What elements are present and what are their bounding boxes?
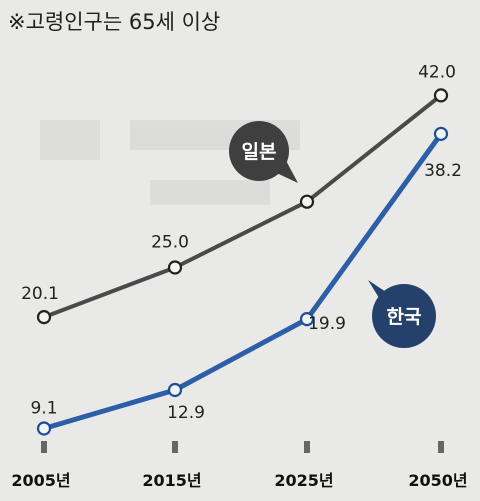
x-tick-label: 2005년 — [11, 471, 70, 490]
series-line-0 — [42, 93, 443, 320]
data-label: 25.0 — [151, 233, 189, 253]
x-axis-labels: 2005년 2015년 2025년 2050년 — [11, 471, 467, 490]
data-label: 42.0 — [418, 62, 456, 82]
data-point — [167, 382, 183, 398]
data-point — [433, 88, 449, 103]
data-label: 38.2 — [424, 161, 462, 181]
korea-bubble: 한국 — [368, 280, 436, 348]
x-tick — [304, 441, 310, 453]
bubble-body — [372, 284, 436, 348]
x-axis-ticks — [41, 441, 444, 453]
data-point — [433, 126, 449, 141]
series-points — [36, 88, 449, 436]
x-tick — [438, 441, 444, 453]
chart-note: ※고령인구는 65세 이상 — [8, 10, 220, 34]
data-label: 12.9 — [167, 403, 205, 423]
data-point — [299, 312, 315, 327]
data-label: 19.9 — [308, 314, 346, 334]
data-label: 9.1 — [30, 398, 57, 418]
series-lines — [41, 93, 444, 431]
series-name-label: 한국 — [387, 306, 422, 328]
series-line-1 — [41, 131, 444, 431]
data-point — [167, 260, 183, 275]
value-labels: 20.1 25.0 42.0 9.1 12.9 19.9 38.2 — [21, 62, 462, 423]
x-tick — [41, 441, 47, 453]
data-point — [36, 310, 52, 325]
x-tick-label: 2025년 — [274, 471, 333, 490]
data-point — [299, 194, 315, 209]
data-point — [36, 421, 52, 436]
data-label: 20.1 — [21, 284, 59, 304]
x-tick-label: 2050년 — [408, 471, 467, 490]
japan-bubble: 일본 — [229, 121, 298, 183]
x-tick-label: 2015년 — [142, 471, 201, 490]
bubble-body — [229, 121, 289, 181]
x-tick — [172, 441, 178, 453]
series-name-label: 일본 — [242, 141, 277, 163]
